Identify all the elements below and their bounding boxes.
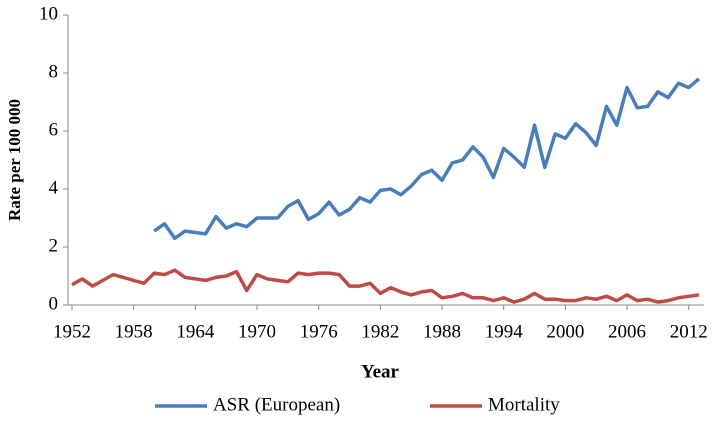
x-tick-label: 1988 [423, 321, 461, 342]
x-tick-label: 2006 [608, 321, 646, 342]
x-tick-label: 1976 [300, 321, 338, 342]
x-tick-label: 1994 [485, 321, 524, 342]
y-tick-label: 2 [49, 235, 59, 256]
line-series [153, 77, 701, 241]
x-tick-label: 1982 [361, 321, 399, 342]
x-tick-label: 1952 [53, 321, 91, 342]
legend-label: Mortality [488, 394, 560, 415]
x-tick-label: 1970 [238, 321, 276, 342]
y-tick-label: 10 [39, 3, 58, 24]
legend-label: ASR (European) [213, 394, 340, 415]
y-tick-label: 8 [49, 61, 59, 82]
line-series [71, 268, 700, 304]
x-tick-label: 1958 [115, 321, 153, 342]
x-tick-label: 1964 [176, 321, 215, 342]
x-tick-label: 2000 [546, 321, 584, 342]
y-tick-label: 0 [49, 293, 59, 314]
y-tick-label: 6 [49, 119, 59, 140]
y-tick-label: 4 [49, 177, 59, 198]
x-tick-label: 2012 [670, 321, 708, 342]
x-axis-label: Year [361, 361, 400, 382]
y-axis-label: Rate per 100 000 [5, 99, 24, 221]
